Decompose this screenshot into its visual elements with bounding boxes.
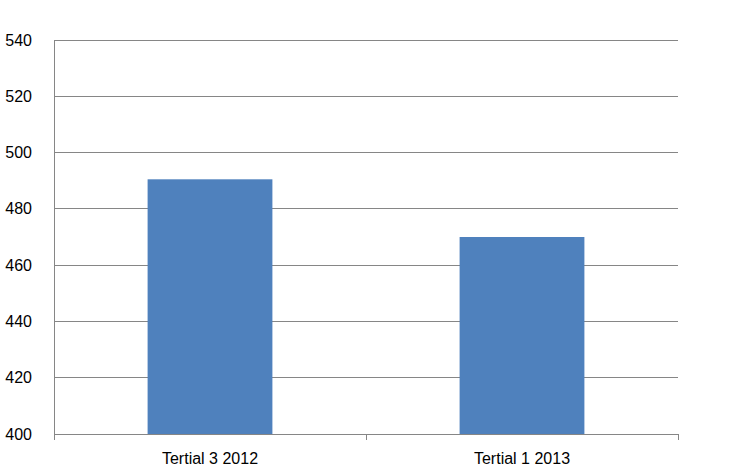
- y-tick-label: 520: [5, 88, 32, 105]
- y-tick-label: 460: [5, 257, 32, 274]
- x-tick: Tertial 3 2012: [162, 434, 258, 467]
- y-tick-label: 500: [5, 144, 32, 161]
- y-tick-label: 420: [5, 369, 32, 386]
- y-tick-label: 440: [5, 313, 32, 330]
- chart: 400420440460480500520540Tertial 3 2012Te…: [0, 0, 744, 476]
- x-axis: Tertial 3 2012 Tertial 1 2013: [54, 434, 679, 467]
- y-tick: 460: [5, 257, 54, 274]
- bar: [148, 179, 273, 434]
- y-tick: 500: [5, 144, 54, 161]
- x-tick: Tertial 1 2013: [474, 434, 570, 467]
- grid-line: [54, 40, 678, 41]
- category-divider: [678, 434, 679, 440]
- category-divider: [366, 434, 367, 440]
- y-tick: 440: [5, 313, 54, 330]
- y-tick-label: 400: [5, 426, 32, 443]
- bar: [460, 237, 585, 434]
- y-axis-line: [54, 41, 55, 435]
- y-tick: 400: [5, 426, 54, 443]
- y-tick: 480: [5, 200, 54, 217]
- y-tick: 420: [5, 369, 54, 386]
- x-tick-label: Tertial 3 2012: [162, 450, 258, 467]
- plot: 400420440460480500520540Tertial 3 2012Te…: [5, 32, 678, 468]
- y-tick-label: 540: [5, 32, 32, 49]
- grid: [54, 40, 678, 434]
- y-tick: 520: [5, 88, 54, 105]
- bars: [148, 179, 585, 434]
- category-divider: [54, 434, 55, 440]
- grid-line: [54, 96, 678, 97]
- y-tick: 540: [5, 32, 54, 49]
- y-tick-label: 480: [5, 200, 32, 217]
- x-tick-label: Tertial 1 2013: [474, 450, 570, 467]
- category-dividers: [54, 434, 678, 440]
- y-axis: 400 420 440 460 480 500 520 540: [5, 32, 54, 443]
- grid-line: [54, 152, 678, 153]
